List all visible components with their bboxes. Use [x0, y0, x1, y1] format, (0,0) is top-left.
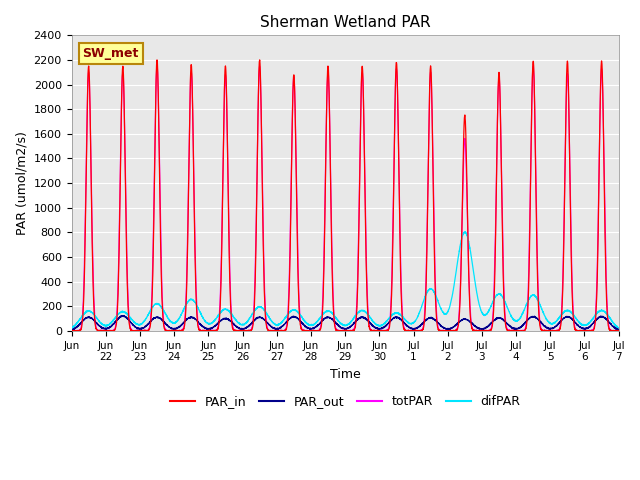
- X-axis label: Time: Time: [330, 368, 360, 381]
- Text: SW_met: SW_met: [83, 47, 139, 60]
- Y-axis label: PAR (umol/m2/s): PAR (umol/m2/s): [15, 131, 28, 235]
- Title: Sherman Wetland PAR: Sherman Wetland PAR: [260, 15, 431, 30]
- Legend: PAR_in, PAR_out, totPAR, difPAR: PAR_in, PAR_out, totPAR, difPAR: [164, 390, 525, 413]
